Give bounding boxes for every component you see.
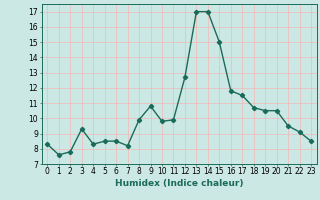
X-axis label: Humidex (Indice chaleur): Humidex (Indice chaleur) <box>115 179 244 188</box>
